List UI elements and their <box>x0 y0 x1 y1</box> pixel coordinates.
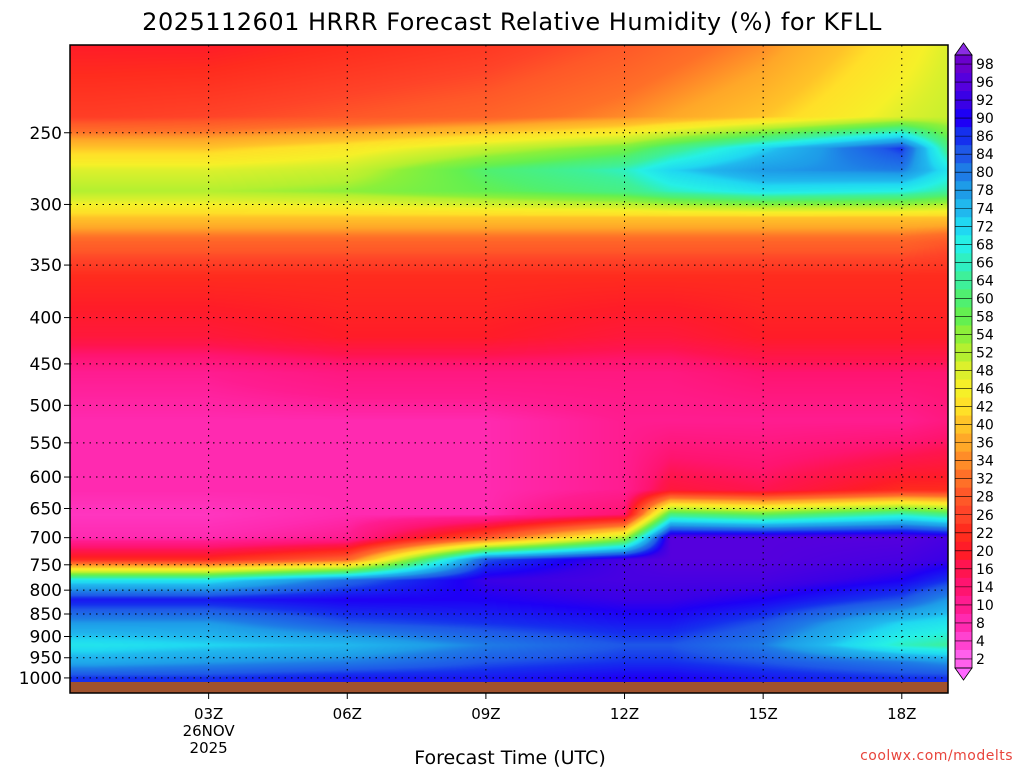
plot-area <box>69 44 949 694</box>
colorbar-label: 48 <box>976 364 994 380</box>
x-tick-label: 15Z <box>748 705 777 723</box>
colorbar-label: 52 <box>976 345 994 361</box>
colorbar-max-arrow <box>954 42 973 56</box>
x-tick-label: 18Z <box>887 705 916 723</box>
y-tick-label: 650 <box>30 500 62 520</box>
ground-strip <box>70 682 948 693</box>
x-tick-label: 03Z <box>194 705 223 723</box>
colorbar-label: 40 <box>976 418 994 434</box>
colorbar-label: 80 <box>976 165 994 181</box>
plot-frame <box>69 44 949 694</box>
colorbar: 9896929086848078747268666460585452484642… <box>954 42 994 681</box>
colorbar-label: 20 <box>976 544 994 560</box>
y-tick-label: 800 <box>30 581 62 601</box>
y-tick-label: 1000 <box>19 669 62 689</box>
chart-title: 2025112601 HRRR Forecast Relative Humidi… <box>142 8 882 36</box>
y-tick-label: 850 <box>30 605 62 625</box>
colorbar-label: 78 <box>976 183 994 199</box>
colorbar-label: 90 <box>976 111 994 127</box>
colorbar-label: 36 <box>976 436 994 452</box>
colorbar-label: 26 <box>976 508 994 524</box>
x-tick-label: 2025 <box>190 739 228 757</box>
y-tick-label: 250 <box>30 124 62 144</box>
colorbar-label: 98 <box>976 57 994 73</box>
colorbar-label: 66 <box>976 255 994 271</box>
y-tick-label: 550 <box>30 434 62 454</box>
y-tick-label: 500 <box>30 396 62 416</box>
colorbar-label: 16 <box>976 562 994 578</box>
colorbar-label: 68 <box>976 237 994 253</box>
colorbar-label: 22 <box>976 526 994 542</box>
colorbar-label: 96 <box>976 75 994 91</box>
colorbar-label: 8 <box>976 616 985 632</box>
colorbar-label: 2 <box>976 652 985 668</box>
colorbar-label: 84 <box>976 147 994 163</box>
y-tick-label: 350 <box>30 256 62 276</box>
y-tick-label: 300 <box>30 195 62 215</box>
y-tick-label: 400 <box>30 309 62 329</box>
colorbar-label: 72 <box>976 219 994 235</box>
y-tick-label: 700 <box>30 529 62 549</box>
x-tick-label: 06Z <box>333 705 362 723</box>
y-tick-label: 950 <box>30 649 62 669</box>
x-tick-label: 26NOV <box>183 722 236 740</box>
colorbar-label: 4 <box>976 634 985 650</box>
colorbar-min-arrow <box>954 667 973 681</box>
colorbar-label: 86 <box>976 129 994 145</box>
colorbar-label: 60 <box>976 291 994 307</box>
colorbar-label: 34 <box>976 454 994 470</box>
colorbar-label: 42 <box>976 400 994 416</box>
colorbar-label: 92 <box>976 93 994 109</box>
y-tick-label: 900 <box>30 627 62 647</box>
colorbar-frame <box>954 54 973 669</box>
x-axis-label: Forecast Time (UTC) <box>414 747 605 768</box>
y-tick-label: 600 <box>30 468 62 488</box>
x-tick-label: 12Z <box>610 705 639 723</box>
colorbar-label: 58 <box>976 309 994 325</box>
colorbar-label: 46 <box>976 382 994 398</box>
colorbar-label: 64 <box>976 273 994 289</box>
x-tick-label: 09Z <box>471 705 500 723</box>
colorbar-label: 74 <box>976 201 994 217</box>
colorbar-label: 14 <box>976 580 994 596</box>
gridlines <box>70 45 948 683</box>
credit-text: coolwx.com/modelts <box>860 748 1013 764</box>
y-tick-label: 450 <box>30 355 62 375</box>
colorbar-label: 54 <box>976 327 994 343</box>
y-axis: 2503003504004505005506006507007508008509… <box>19 124 70 689</box>
colorbar-label: 28 <box>976 490 994 506</box>
colorbar-label: 32 <box>976 472 994 488</box>
colorbar-label: 10 <box>976 598 994 614</box>
rh-heatmap <box>70 45 948 683</box>
y-tick-label: 750 <box>30 556 62 576</box>
